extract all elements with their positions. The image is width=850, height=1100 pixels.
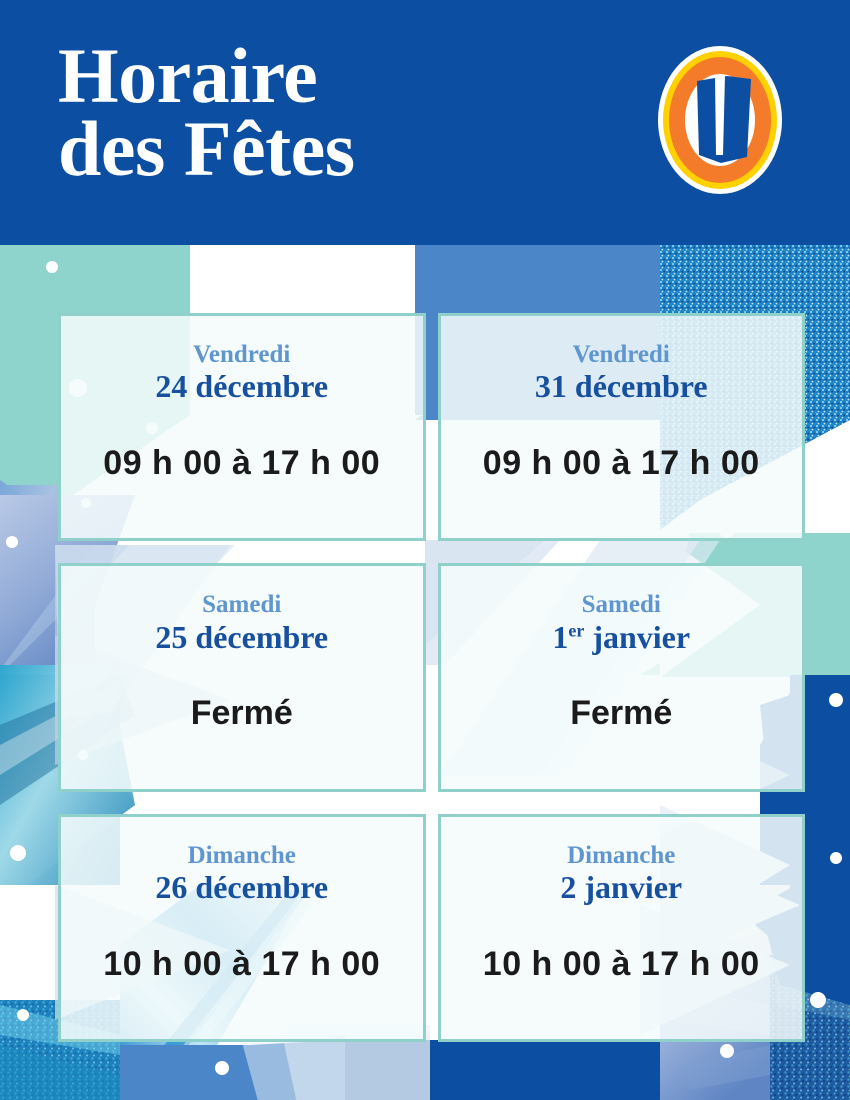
schedule-card-3: Samedi 25 décembre Fermé (58, 563, 426, 792)
card-date-label: 2 janvier (560, 868, 683, 905)
card-date-label: 25 décembre (155, 618, 329, 655)
card-date-label: 26 décembre (155, 868, 329, 905)
card-day-label: Vendredi (193, 341, 291, 368)
card-day-label: Dimanche (567, 841, 676, 869)
card-date-ordinal: er (568, 619, 585, 640)
schedule-card-5: Dimanche 26 décembre 10 h 00 à 17 h 00 (58, 813, 426, 1042)
card-day-label: Dimanche (187, 841, 296, 869)
schedule-grid: Vendredi 24 décembre 09 h 00 à 17 h 00 V… (0, 245, 850, 1100)
schedule-card-6: Dimanche 2 janvier 10 h 00 à 17 h 00 (437, 813, 805, 1042)
uniprix-u-logo (655, 43, 785, 198)
card-hours-label: 09 h 00 à 17 h 00 (482, 444, 760, 482)
schedule-card-1: Vendredi 24 décembre 09 h 00 à 17 h 00 (58, 313, 426, 542)
card-hours-label: 09 h 00 à 17 h 00 (103, 444, 381, 482)
card-date-month: janvier (584, 618, 691, 655)
schedule-card-2: Vendredi 31 décembre 09 h 00 à 17 h 00 (437, 313, 805, 542)
card-day-label: Samedi (202, 591, 282, 619)
card-date-label: 24 décembre (155, 368, 329, 405)
card-date-label: 1er janvier (552, 618, 691, 655)
card-hours-label: 10 h 00 à 17 h 00 (103, 944, 381, 983)
card-hours-label: Fermé (570, 694, 673, 733)
card-date-number: 1 (552, 618, 569, 655)
card-day-label: Samedi (581, 591, 661, 619)
card-date-label: 31 décembre (534, 368, 708, 405)
card-day-label: Vendredi (572, 341, 670, 368)
poster-header: Horaire des Fêtes (0, 0, 850, 245)
page-title: Horaire des Fêtes (58, 32, 355, 192)
schedule-card-4: Samedi 1er janvier Fermé (437, 563, 805, 792)
card-hours-label: 10 h 00 à 17 h 00 (482, 944, 760, 983)
card-hours-label: Fermé (190, 694, 293, 733)
